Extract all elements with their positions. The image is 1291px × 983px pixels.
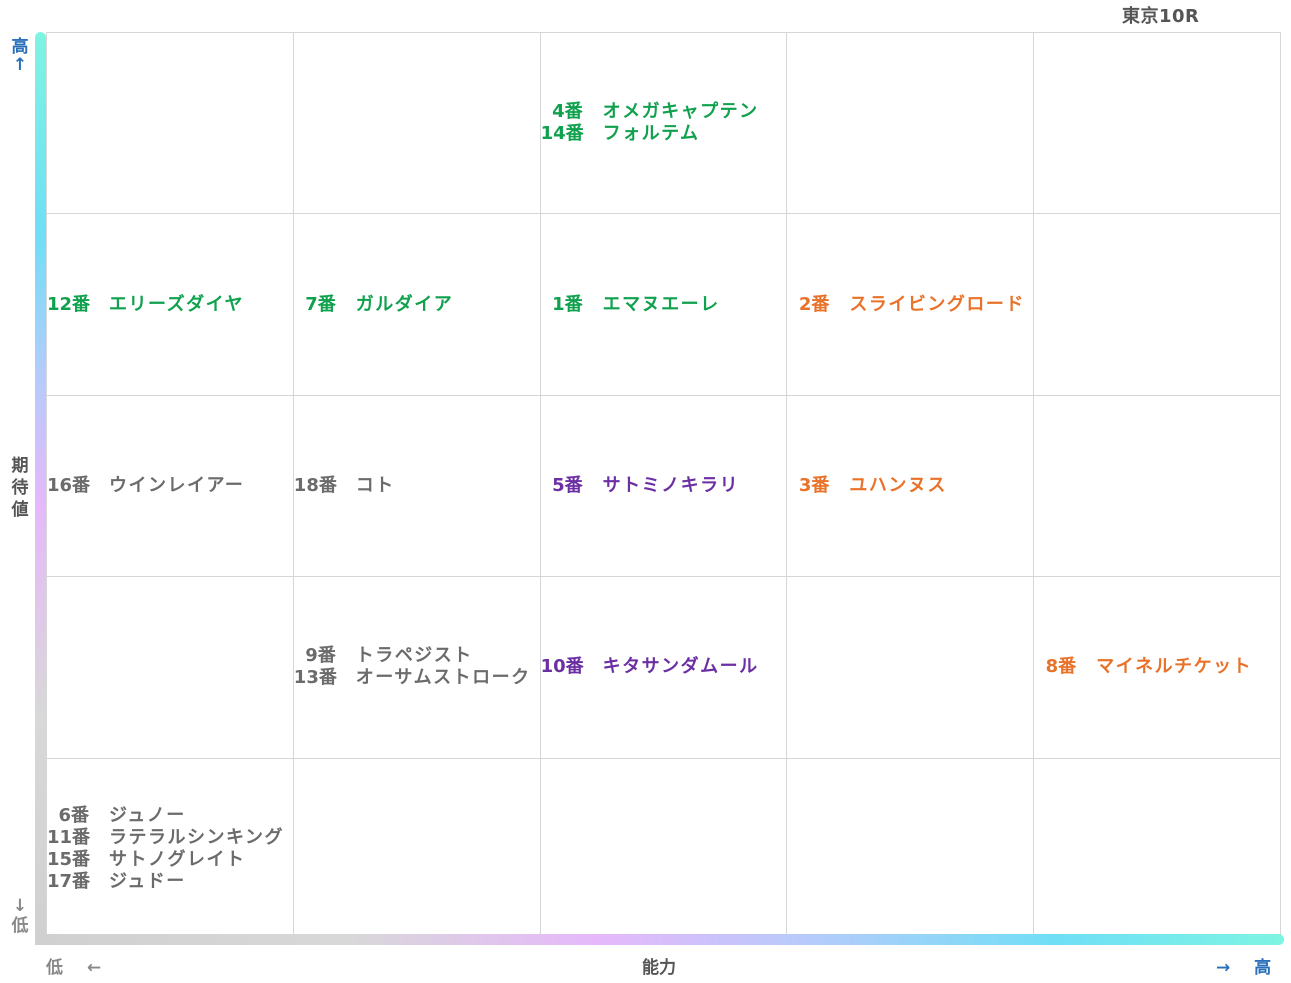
horse-entry: 5番 サトミノキラリ: [541, 475, 787, 497]
horse-name: ジュドー: [109, 870, 186, 892]
grid-cell: [786, 758, 1034, 940]
horse-number: 17番: [47, 870, 91, 892]
horse-name: ラテラルシンキング: [109, 826, 284, 848]
horse-name: ウインレイアー: [109, 474, 245, 496]
horse-name: マイネルチケット: [1096, 656, 1253, 678]
horse-number: 8番: [1045, 656, 1077, 678]
grid-cell: 1番 エマヌエーレ: [539, 214, 787, 396]
grid-cell: 10番 キタサンダムール: [539, 577, 787, 759]
chart-grid: 4番 オメガキャプテン 14番 フォルテム 12番 エリーズダイヤ 7番 ガルダイア 1番 エマヌ…: [46, 32, 1281, 940]
horse-number: 11番: [47, 826, 91, 848]
horse-name: ジュノー: [109, 804, 186, 826]
horse-name: オーサムストローク: [355, 667, 531, 689]
grid-cell: 7番 ガルダイア: [292, 214, 540, 396]
horse-name: ユハンヌス: [849, 474, 947, 496]
y-axis-high-label: 高 ↑: [11, 37, 29, 75]
horse-number: 4番: [552, 101, 583, 123]
horse-number: 9番: [305, 645, 336, 667]
horse-name: ガルダイア: [355, 293, 454, 315]
horse-number: 6番: [58, 804, 89, 826]
horse-entry: 3番 ユハンヌス: [787, 475, 1033, 497]
horse-number: 7番: [305, 293, 336, 315]
grid-cell: [786, 577, 1034, 759]
horse-number: 5番: [552, 474, 583, 496]
horse-number: 1番: [552, 293, 583, 315]
horse-entry: 12番 エリーズダイヤ: [47, 294, 293, 316]
horse-entry: 14番 フォルテム: [541, 123, 787, 145]
y-axis-title-char: 値: [11, 500, 29, 520]
horse-number: 15番: [47, 848, 91, 870]
horse-entry: 13番 オーサムストローク: [294, 667, 540, 689]
y-axis-title-char: 期: [11, 456, 29, 476]
grid-cell: 2番 スライビングロード: [786, 214, 1034, 396]
horse-number: 12番: [47, 293, 91, 315]
arrow-left-icon: ←: [86, 958, 102, 978]
grid-cell: [786, 33, 1034, 215]
grid-cell: 8番 マイネルチケット: [1033, 577, 1280, 759]
horse-number: 14番: [540, 123, 584, 145]
arrow-right-icon: →: [1216, 958, 1231, 978]
horse-entry: 7番 ガルダイア: [294, 294, 540, 316]
horse-name: トラペジスト: [355, 645, 473, 667]
chart-title: 東京10R: [1122, 6, 1200, 27]
horse-name: オメガキャプテン: [602, 101, 759, 123]
grid-cell: 5番 サトミノキラリ: [539, 395, 787, 578]
horse-name: キタサンダムール: [602, 656, 759, 678]
grid-cell: [46, 577, 293, 759]
grid-cell: [1033, 214, 1280, 396]
grid-cell: [292, 758, 540, 940]
horse-name: スライビングロード: [849, 293, 1025, 315]
horse-number: 10番: [540, 656, 584, 678]
horse-name: エマヌエーレ: [602, 293, 720, 315]
grid-cell: [1033, 395, 1280, 578]
horse-entry: 18番 コト: [294, 475, 540, 497]
horse-entry: 9番 トラペジスト: [294, 645, 540, 667]
y-axis-bar: [35, 32, 46, 944]
grid-cell: 3番 ユハンヌス: [786, 395, 1034, 578]
grid-cell: [1033, 33, 1280, 215]
horse-entry: 8番 マイネルチケット: [1034, 656, 1280, 678]
grid-cell: 4番 オメガキャプテン 14番 フォルテム: [539, 33, 787, 215]
grid-cell: [539, 758, 787, 940]
horse-name: サトノグレイト: [109, 848, 246, 870]
arrow-up-icon: ↑: [12, 55, 28, 75]
horse-entry: 17番 ジュドー: [47, 871, 293, 893]
x-axis-title: 能力: [642, 958, 676, 978]
horse-name: エリーズダイヤ: [109, 293, 245, 315]
x-axis-bar: [35, 934, 1284, 945]
grid-cell: [46, 33, 293, 215]
grid-cell: 16番 ウインレイアー: [46, 395, 293, 578]
y-axis-title-char: 待: [11, 478, 29, 498]
horse-entry: 4番 オメガキャプテン: [541, 101, 787, 123]
grid-cell: [292, 33, 540, 215]
horse-entry: 6番 ジュノー: [47, 805, 293, 827]
horse-entry: 16番 ウインレイアー: [47, 475, 293, 497]
grid-cell: [1033, 758, 1280, 940]
horse-entry: 15番 サトノグレイト: [47, 849, 293, 871]
grid-cell: 6番 ジュノー 11番 ラテラルシンキング 15番 サトノグレイト 17番 ジュドー: [46, 758, 293, 940]
horse-entry: 11番 ラテラルシンキング: [47, 827, 293, 849]
horse-number: 16番: [47, 474, 91, 496]
horse-number: 13番: [293, 667, 337, 689]
grid-cell: 18番 コト: [292, 395, 540, 578]
x-axis-low-label: 低 ←: [46, 958, 102, 978]
horse-number: 3番: [798, 474, 830, 496]
y-axis-title: 期待値: [10, 455, 30, 521]
arrow-down-icon: ↓: [12, 896, 28, 916]
horse-name: サトミノキラリ: [602, 474, 740, 496]
grid-cell: 12番 エリーズダイヤ: [46, 214, 293, 396]
horse-number: 2番: [798, 293, 830, 315]
horse-name: フォルテム: [602, 123, 700, 145]
horse-entry: 1番 エマヌエーレ: [541, 294, 787, 316]
y-axis-low-label: ↓ 低: [11, 896, 29, 936]
x-axis-high-label: → 高: [1216, 958, 1272, 978]
grid-cell: 9番 トラペジスト 13番 オーサムストローク: [292, 577, 540, 759]
horse-number: 18番: [293, 474, 337, 496]
horse-entry: 10番 キタサンダムール: [541, 656, 787, 678]
horse-entry: 2番 スライビングロード: [787, 294, 1033, 316]
horse-name: コト: [355, 474, 395, 496]
